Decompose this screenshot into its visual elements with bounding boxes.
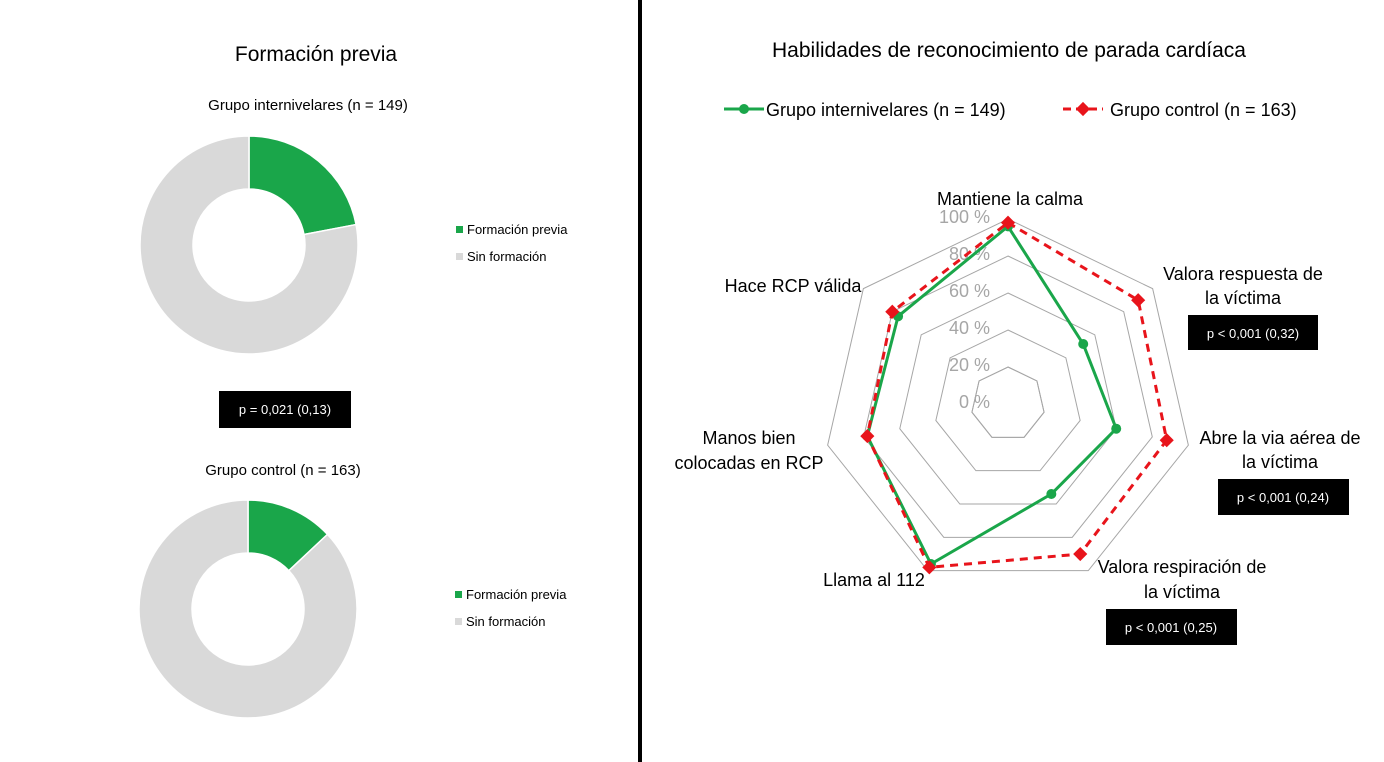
radar-point-control-6 bbox=[885, 304, 900, 319]
donut-internivelares-slice-formacion-previa bbox=[248, 135, 357, 236]
radar-chart: 0 %20 %40 %60 %80 %100 % bbox=[827, 207, 1189, 575]
radar-point-control-3 bbox=[1073, 546, 1088, 562]
donut-2-title: Grupo control (n = 163) bbox=[205, 462, 361, 479]
legend-label-sin-formacion-2: Sin formación bbox=[466, 614, 545, 629]
axis-label-manos-bien-colocadas: Manos bien colocadas en RCP bbox=[674, 428, 823, 473]
legend-swatch-formacion-1 bbox=[456, 226, 463, 233]
radar-tick-label-0: 0 % bbox=[959, 392, 990, 412]
legend-label-internivelares: Grupo internivelares (n = 149) bbox=[766, 100, 1006, 120]
donut-chart-internivelares bbox=[139, 135, 359, 355]
legend-swatch-sin-formacion-2 bbox=[455, 618, 462, 625]
radar-point-internivelares-1 bbox=[1078, 339, 1089, 350]
donut-1-title: Grupo internivelares (n = 149) bbox=[208, 97, 408, 114]
p-value-box-valora-respuesta bbox=[1188, 315, 1318, 350]
radar-point-control-2 bbox=[1159, 433, 1174, 448]
axis-label-hace-rcp-valida: Hace RCP válida bbox=[725, 276, 863, 296]
legend-label-formacion-2: Formación previa bbox=[466, 587, 567, 602]
radar-point-internivelares-3 bbox=[1046, 489, 1057, 500]
legend-swatch-formacion-2 bbox=[455, 591, 462, 598]
radar-point-control-1 bbox=[1131, 293, 1146, 308]
p-value-box-abre-via-aerea bbox=[1218, 479, 1349, 515]
legend-label-control: Grupo control (n = 163) bbox=[1110, 100, 1297, 120]
radar-series-line-internivelares bbox=[865, 224, 1118, 566]
radar-tick-label-5: 100 % bbox=[939, 207, 990, 227]
radar-tick-label-1: 20 % bbox=[949, 355, 990, 375]
radar-series-line-control bbox=[865, 221, 1169, 569]
radar-point-control-4 bbox=[922, 560, 937, 575]
legend-marker-control bbox=[1075, 101, 1091, 117]
radar-grid-ring-100 bbox=[827, 218, 1189, 572]
donut-chart-control bbox=[138, 499, 358, 719]
radar-tick-label-2: 40 % bbox=[949, 318, 990, 338]
donut-control-slice-sin-formacion bbox=[138, 499, 358, 719]
left-panel-title: Formación previa bbox=[235, 43, 398, 66]
right-panel-title: Habilidades de reconocimiento de parada … bbox=[772, 39, 1246, 62]
radar-legend: Grupo internivelares (n = 149) Grupo con… bbox=[724, 100, 1297, 120]
axis-label-mantiene-calma: Mantiene la calma bbox=[937, 189, 1084, 209]
axis-label-valora-respuesta: Valora respuesta de la víctima bbox=[1163, 264, 1323, 308]
radar-grid-ring-40 bbox=[935, 329, 1081, 472]
legend-swatch-sin-formacion-1 bbox=[456, 253, 463, 260]
donut-internivelares-slice-sin-formacion bbox=[139, 135, 359, 355]
p-value-text-abre-via-aerea: p < 0,001 (0,24) bbox=[1237, 490, 1329, 505]
radar-grid-ring-80 bbox=[863, 255, 1153, 538]
radar-grid-ring-60 bbox=[899, 292, 1117, 505]
legend-label-sin-formacion-1: Sin formación bbox=[467, 249, 546, 264]
radar-point-control-0 bbox=[1000, 215, 1016, 230]
p-value-text-valora-respuesta: p < 0,001 (0,32) bbox=[1207, 326, 1299, 341]
axis-label-llama-112: Llama al 112 bbox=[823, 570, 925, 590]
axis-label-valora-respiracion: Valora respiración de la víctima bbox=[1098, 557, 1267, 602]
p-value-box-left bbox=[219, 391, 351, 428]
legend-marker-internivelares bbox=[739, 104, 749, 114]
radar-tick-label-3: 60 % bbox=[949, 281, 990, 301]
radar-point-control-5 bbox=[860, 429, 875, 444]
p-value-text-valora-respiracion: p < 0,001 (0,25) bbox=[1125, 620, 1217, 635]
radar-grid-ring-0 bbox=[971, 366, 1045, 438]
radar-point-internivelares-2 bbox=[1111, 423, 1122, 434]
axis-label-abre-via-aerea: Abre la via aérea de la víctima bbox=[1199, 428, 1360, 472]
legend-label-formacion-1: Formación previa bbox=[467, 222, 568, 237]
p-value-box-valora-respiracion bbox=[1106, 609, 1237, 645]
p-value-text-left: p = 0,021 (0,13) bbox=[239, 402, 331, 417]
